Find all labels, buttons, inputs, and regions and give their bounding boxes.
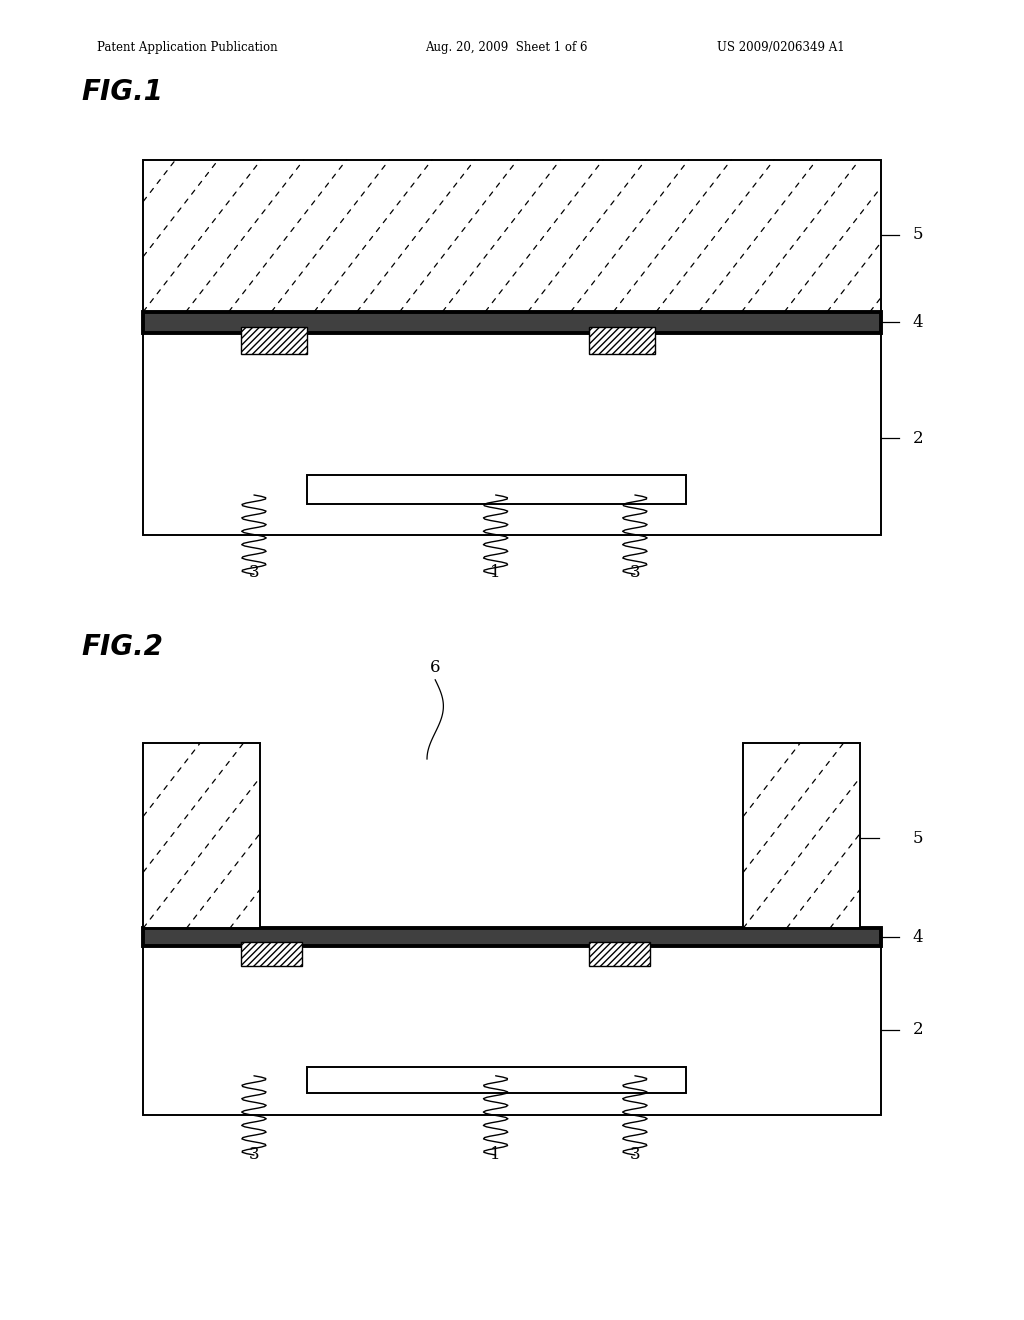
Text: 4: 4 [912, 314, 923, 330]
Text: FIG.2: FIG.2 [82, 632, 164, 661]
Bar [143, 330, 881, 535]
Bar [143, 312, 881, 333]
Text: 4: 4 [912, 929, 923, 945]
Bar [143, 928, 881, 946]
Text: 3: 3 [630, 564, 640, 581]
Text: 1: 1 [490, 564, 501, 581]
Bar [241, 327, 307, 354]
Text: 2: 2 [912, 1022, 923, 1038]
Bar [743, 743, 860, 928]
Text: 3: 3 [249, 564, 259, 581]
Text: 6: 6 [430, 659, 440, 676]
Text: 5: 5 [912, 830, 923, 846]
Bar [307, 1067, 686, 1093]
Text: 3: 3 [249, 1146, 259, 1163]
Text: Aug. 20, 2009  Sheet 1 of 6: Aug. 20, 2009 Sheet 1 of 6 [425, 41, 588, 54]
Text: 2: 2 [912, 430, 923, 446]
Text: 3: 3 [630, 1146, 640, 1163]
Text: 5: 5 [912, 227, 923, 243]
Text: US 2009/0206349 A1: US 2009/0206349 A1 [717, 41, 845, 54]
Bar [143, 160, 881, 312]
Text: 1: 1 [490, 1146, 501, 1163]
Bar [241, 942, 302, 966]
Bar [143, 743, 260, 928]
Bar [307, 475, 686, 504]
Bar [143, 944, 881, 1115]
Text: Patent Application Publication: Patent Application Publication [97, 41, 278, 54]
Bar [589, 327, 655, 354]
Text: FIG.1: FIG.1 [82, 78, 164, 107]
Bar [589, 942, 650, 966]
